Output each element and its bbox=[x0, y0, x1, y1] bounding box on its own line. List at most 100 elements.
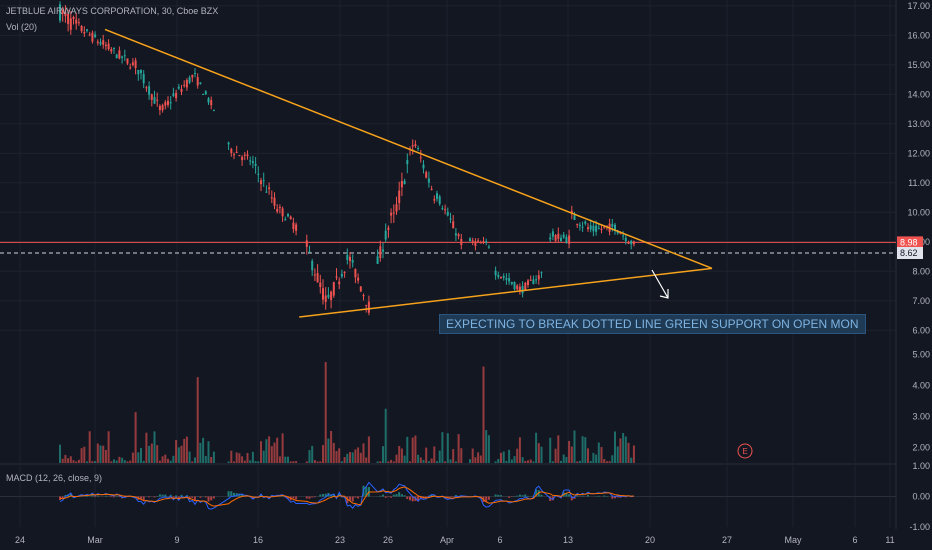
macd-hist-bar bbox=[118, 496, 121, 498]
volume-bar bbox=[72, 460, 75, 463]
macd-hist-bar bbox=[94, 496, 97, 498]
volume-bar bbox=[624, 436, 627, 463]
candle-body bbox=[570, 210, 573, 214]
volume-bar bbox=[387, 461, 390, 463]
candle-body bbox=[194, 72, 196, 74]
x-tick-label: 11 bbox=[885, 535, 894, 545]
macd-hist-bar bbox=[398, 492, 401, 497]
x-tick-label: 24 bbox=[15, 535, 25, 545]
candle-body bbox=[600, 228, 603, 230]
macd-hist-bar bbox=[603, 495, 606, 497]
volume-bar bbox=[560, 460, 562, 463]
volume-bar bbox=[441, 432, 444, 463]
volume-bar bbox=[235, 452, 238, 463]
volume-legend[interactable]: Vol (20) bbox=[6, 22, 38, 32]
volume-bar bbox=[91, 461, 94, 463]
volume-bar bbox=[500, 452, 502, 463]
candle-body bbox=[351, 260, 354, 263]
candle-body bbox=[400, 181, 403, 188]
volume-bar bbox=[398, 445, 401, 463]
candle-body bbox=[140, 69, 142, 74]
candle-body bbox=[513, 282, 516, 290]
macd-hist-bar bbox=[516, 495, 519, 497]
macd-hist-bar bbox=[614, 496, 616, 499]
volume-bar bbox=[212, 451, 215, 463]
macd-hist-bar bbox=[292, 496, 295, 499]
candle-body bbox=[292, 222, 295, 230]
volume-bar bbox=[131, 452, 134, 463]
candle-body bbox=[156, 99, 159, 101]
volume-bar bbox=[254, 461, 257, 463]
volume-bar bbox=[532, 461, 535, 463]
macd-hist-bar bbox=[419, 496, 422, 499]
candle-body bbox=[487, 246, 490, 248]
macd-tick-label: -1.00 bbox=[909, 522, 930, 532]
candle-body bbox=[322, 288, 324, 300]
symbol-legend[interactable]: JETBLUE AIRWAYS CORPORATION, 30, Cboe BZ… bbox=[6, 6, 219, 16]
candle-body bbox=[395, 204, 398, 212]
volume-bar bbox=[630, 457, 633, 463]
volume-bar bbox=[357, 447, 360, 463]
candle-body bbox=[94, 34, 97, 38]
macd-hist-bar bbox=[390, 496, 393, 498]
macd-hist-bar bbox=[494, 494, 497, 497]
candle-body bbox=[121, 56, 124, 58]
volume-bar bbox=[521, 457, 524, 463]
macd-hist-bar bbox=[177, 496, 180, 499]
candle-body bbox=[516, 285, 519, 290]
candle-body bbox=[497, 274, 500, 277]
candle-body bbox=[469, 238, 471, 242]
candle-body bbox=[406, 160, 409, 165]
volume-bar bbox=[251, 451, 254, 463]
candle-body bbox=[61, 10, 64, 14]
candle-body bbox=[150, 94, 153, 100]
volume-bar bbox=[502, 451, 505, 463]
volume-bar bbox=[340, 461, 343, 463]
macd-hist-bar bbox=[379, 495, 382, 497]
candle-body bbox=[118, 50, 121, 59]
candle-body bbox=[107, 43, 110, 50]
candle-body bbox=[441, 208, 444, 210]
candle-body bbox=[313, 274, 316, 276]
price-tick-label: 15.00 bbox=[907, 60, 930, 70]
volume-bar bbox=[172, 455, 175, 463]
macd-hist-bar bbox=[354, 496, 357, 498]
volume-bar bbox=[471, 448, 474, 463]
volume-bar bbox=[134, 412, 137, 463]
x-tick-label: 20 bbox=[645, 535, 655, 545]
candle-body bbox=[482, 241, 485, 243]
macd-hist-bar bbox=[430, 494, 433, 497]
candle-body bbox=[505, 278, 508, 280]
candle-body bbox=[379, 246, 382, 258]
candle-body bbox=[102, 40, 105, 45]
volume-bar bbox=[238, 453, 241, 463]
candle-body bbox=[584, 221, 587, 224]
resistance-trendline bbox=[104, 28, 713, 270]
volume-bar bbox=[99, 445, 102, 463]
candle-body bbox=[419, 157, 422, 159]
volume-bar bbox=[508, 449, 511, 463]
macd-legend[interactable]: MACD (12, 26, close, 9) bbox=[6, 473, 103, 483]
volume-bar bbox=[392, 461, 395, 463]
macd-hist-bar bbox=[241, 494, 244, 497]
volume-bar bbox=[241, 456, 244, 463]
volume-bar bbox=[469, 459, 471, 463]
macd-hist-bar bbox=[113, 496, 115, 498]
candle-body bbox=[346, 254, 349, 260]
candle-body bbox=[433, 199, 436, 201]
candle-body bbox=[69, 18, 72, 30]
x-tick-label: 23 bbox=[335, 535, 345, 545]
macd-hist-bar bbox=[392, 494, 395, 497]
volume-bar bbox=[406, 436, 409, 463]
candle-body bbox=[611, 223, 614, 227]
volume-bar bbox=[359, 452, 362, 463]
candle-body bbox=[202, 94, 205, 96]
candle-body bbox=[316, 272, 319, 283]
annotation-callout[interactable]: EXPECTING TO BREAK DOTTED LINE GREEN SUP… bbox=[439, 314, 866, 334]
volume-bar bbox=[551, 461, 554, 463]
candle-body bbox=[153, 97, 156, 104]
candle-body bbox=[327, 294, 330, 298]
price-tick-label: 14.00 bbox=[907, 89, 930, 99]
candle-body bbox=[549, 237, 552, 240]
